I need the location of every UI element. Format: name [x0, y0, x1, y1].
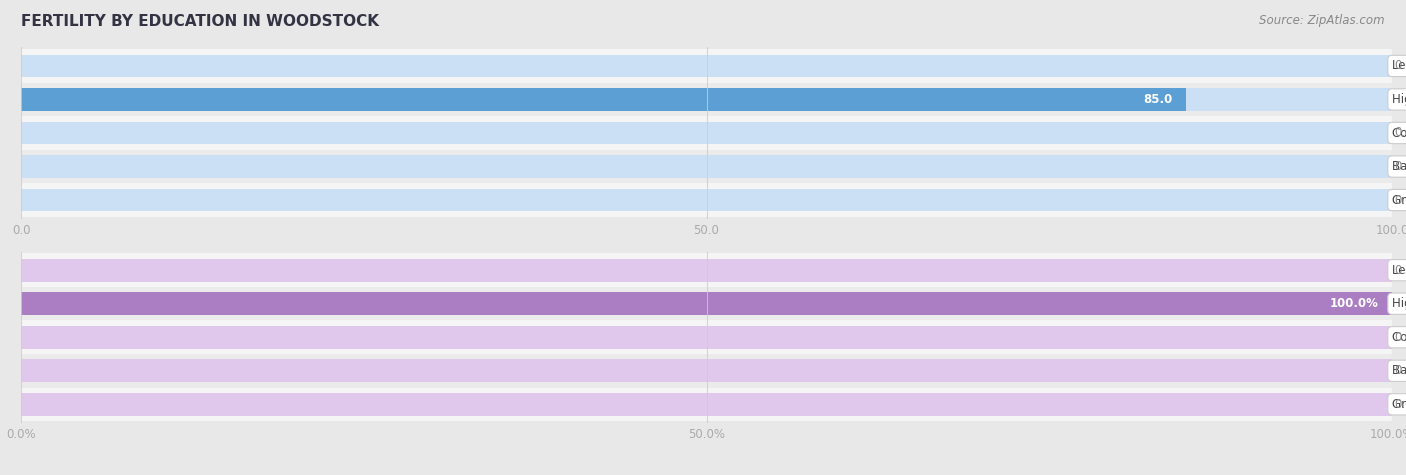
Text: Bachelor's Degree: Bachelor's Degree — [1392, 364, 1406, 377]
Bar — [21, 116, 1392, 150]
Bar — [21, 183, 1392, 217]
Text: Source: ZipAtlas.com: Source: ZipAtlas.com — [1260, 14, 1385, 27]
Text: 0.0: 0.0 — [1395, 160, 1406, 173]
Text: 0.0%: 0.0% — [1395, 331, 1406, 344]
Text: Graduate Degree: Graduate Degree — [1392, 193, 1406, 207]
Text: 0.0%: 0.0% — [1395, 264, 1406, 277]
Bar — [21, 292, 1392, 315]
Text: Bachelor's Degree: Bachelor's Degree — [1392, 160, 1406, 173]
Text: 0.0%: 0.0% — [1395, 398, 1406, 411]
Bar — [21, 88, 1392, 111]
Bar — [21, 55, 1392, 77]
Bar — [21, 189, 1392, 211]
Bar — [21, 259, 1392, 282]
Bar — [21, 393, 1392, 416]
Bar — [21, 287, 1392, 321]
Text: 0.0%: 0.0% — [1395, 364, 1406, 377]
Bar — [21, 326, 1392, 349]
Text: 0.0: 0.0 — [1395, 126, 1406, 140]
Bar — [21, 254, 1392, 287]
Text: College or Associate's Degree: College or Associate's Degree — [1392, 331, 1406, 344]
Bar — [21, 150, 1392, 183]
Text: High School Diploma: High School Diploma — [1392, 297, 1406, 310]
Text: College or Associate's Degree: College or Associate's Degree — [1392, 126, 1406, 140]
Text: 85.0: 85.0 — [1143, 93, 1173, 106]
Bar — [21, 321, 1392, 354]
Bar — [21, 354, 1392, 388]
Text: Graduate Degree: Graduate Degree — [1392, 398, 1406, 411]
Bar — [21, 122, 1392, 144]
Bar — [21, 83, 1392, 116]
Text: 0.0: 0.0 — [1395, 59, 1406, 73]
Text: 100.0%: 100.0% — [1329, 297, 1378, 310]
Bar — [21, 88, 1187, 111]
Text: 0.0: 0.0 — [1395, 193, 1406, 207]
Bar — [21, 155, 1392, 178]
Text: High School Diploma: High School Diploma — [1392, 93, 1406, 106]
Bar — [21, 292, 1392, 315]
Text: FERTILITY BY EDUCATION IN WOODSTOCK: FERTILITY BY EDUCATION IN WOODSTOCK — [21, 14, 380, 29]
Text: Less than High School: Less than High School — [1392, 264, 1406, 277]
Bar — [21, 388, 1392, 421]
Bar — [21, 360, 1392, 382]
Text: Less than High School: Less than High School — [1392, 59, 1406, 73]
Bar — [21, 49, 1392, 83]
